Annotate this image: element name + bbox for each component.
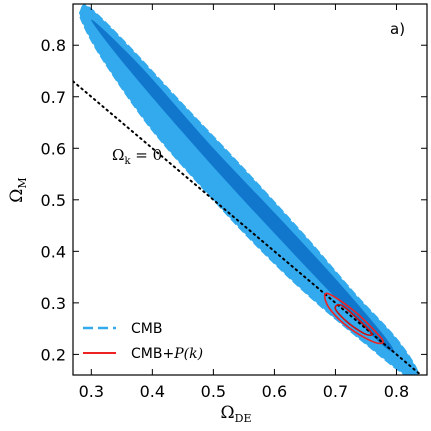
x-tick-label: 0.4 [140, 382, 165, 401]
cmb-pk-contour-inner [334, 303, 373, 337]
x-axis-label-sub: DE [235, 412, 252, 425]
x-tick-label: 0.5 [201, 382, 226, 401]
legend-label-cmb: CMB [131, 321, 162, 337]
y-tick-label: 0.2 [41, 345, 66, 364]
x-tick-label: 0.8 [384, 382, 409, 401]
flat-line-label-main: Ω [112, 146, 124, 164]
x-tick-label: 0.3 [79, 382, 104, 401]
y-tick-label: 0.6 [41, 139, 66, 158]
plot-frame [72, 3, 428, 376]
legend-label-cmb-pk-math: P(k) [173, 346, 203, 362]
panel-label: a) [390, 20, 405, 38]
x-tick-label: 0.6 [262, 382, 287, 401]
flat-line-label-rest: = 0 [131, 146, 163, 164]
x-axis-ticks: 0.3 0.4 0.5 0.6 0.7 0.8 [79, 4, 409, 401]
y-tick-label: 0.7 [41, 88, 66, 107]
x-axis-label: ΩDE [221, 403, 252, 425]
x-tick-label: 0.7 [323, 382, 348, 401]
y-axis-ticks: 0.2 0.3 0.4 0.5 0.6 0.7 0.8 [41, 36, 427, 364]
data-layer [73, 4, 423, 375]
legend-label-cmb-pk-text: CMB+ [131, 346, 174, 362]
x-axis-label-main: Ω [221, 403, 235, 423]
flat-universe-line [73, 80, 423, 375]
flat-line-label-sub: k [124, 156, 131, 167]
y-axis-label-sub: M [16, 177, 29, 188]
y-tick-label: 0.5 [41, 191, 66, 210]
legend-label-cmb-pk: CMB+P(k) [131, 346, 203, 362]
cmb-pk-contour-outer [323, 292, 384, 345]
y-tick-label: 0.8 [41, 36, 66, 55]
y-axis-label-main: Ω [7, 189, 27, 203]
y-axis-label: ΩM [7, 177, 29, 202]
y-tick-label: 0.4 [41, 242, 66, 261]
legend: CMB CMB+P(k) [83, 321, 203, 362]
cmb-contour-inner [91, 19, 394, 352]
y-tick-label: 0.3 [41, 294, 66, 313]
flat-line-label: Ωk = 0 [112, 146, 162, 167]
